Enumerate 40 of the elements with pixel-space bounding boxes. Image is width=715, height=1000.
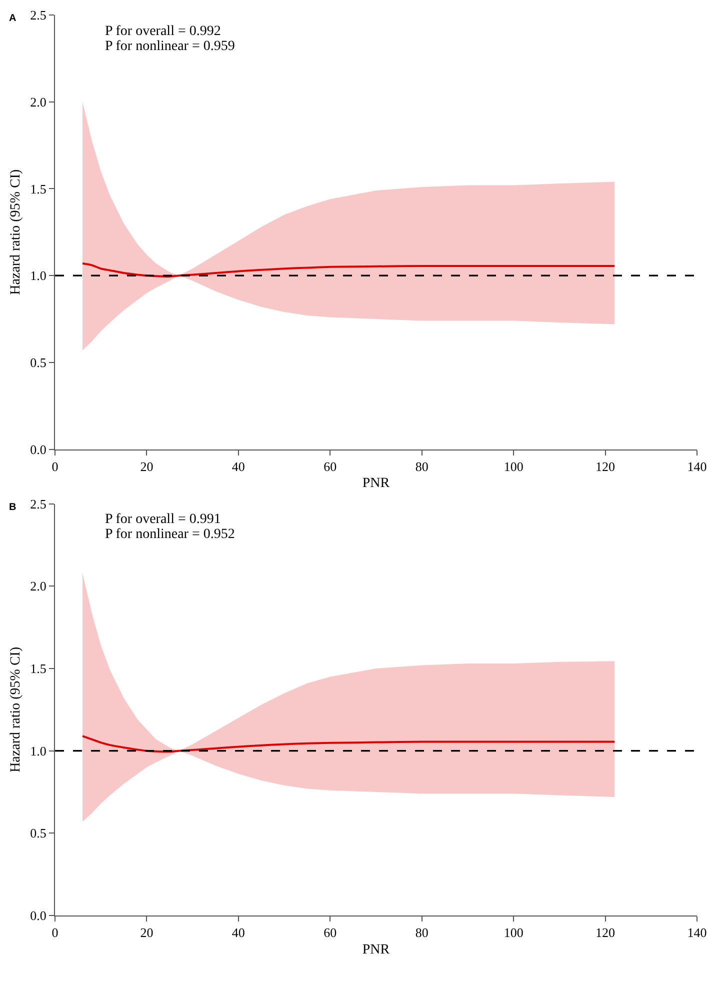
y-tick-label: 2.0 — [30, 578, 46, 594]
x-tick-label: 40 — [232, 925, 245, 940]
x-tick-label: 100 — [504, 925, 524, 940]
x-tick-label: 20 — [140, 458, 154, 474]
y-tick-label: 0.0 — [30, 442, 46, 457]
y-tick-label: 0.0 — [30, 908, 46, 924]
x-tick-label: 120 — [596, 925, 616, 940]
x-axis-title: PNR — [362, 476, 390, 492]
x-tick-label: 40 — [232, 458, 245, 474]
y-tick-label: 0.5 — [30, 826, 46, 841]
x-tick-label: 120 — [596, 458, 616, 474]
y-tick-label: 2.5 — [30, 8, 46, 23]
x-tick-label: 80 — [415, 458, 428, 474]
x-tick-label: 80 — [415, 925, 428, 940]
line-series — [82, 262, 616, 278]
x-tick-label: 100 — [504, 458, 524, 474]
x-tick-label: 20 — [140, 925, 154, 940]
y-axis-title: Hazard ratio (95% CI) — [8, 646, 24, 772]
x-tick-label: 60 — [324, 925, 337, 940]
annotation: P for overall = 0.992 — [105, 24, 221, 39]
chart-title: B — [9, 502, 16, 513]
chart-title: A — [9, 13, 16, 24]
line-series — [82, 735, 616, 753]
y-tick-label: 0.5 — [30, 354, 46, 370]
y-tick-label: 2.0 — [30, 94, 46, 110]
x-tick-label: 140 — [687, 925, 707, 940]
y-tick-label: 1.5 — [30, 181, 46, 196]
x-tick-label: 0 — [52, 458, 58, 474]
x-tick-label: 60 — [324, 458, 337, 474]
annotation: P for nonlinear = 0.959 — [105, 39, 235, 54]
y-tick-label: 2.5 — [30, 496, 46, 512]
y-tick-label: 1.0 — [30, 743, 46, 758]
x-tick-label: 140 — [687, 458, 707, 474]
x-axis-title: PNR — [362, 942, 390, 958]
y-tick-label: 1.5 — [30, 661, 46, 676]
y-axis-title: Hazard ratio (95% CI) — [8, 169, 24, 295]
y-tick-label: 1.0 — [30, 268, 46, 284]
x-tick-label: 0 — [52, 925, 58, 940]
annotation: P for nonlinear = 0.952 — [105, 527, 235, 542]
annotation: P for overall = 0.991 — [105, 512, 221, 527]
